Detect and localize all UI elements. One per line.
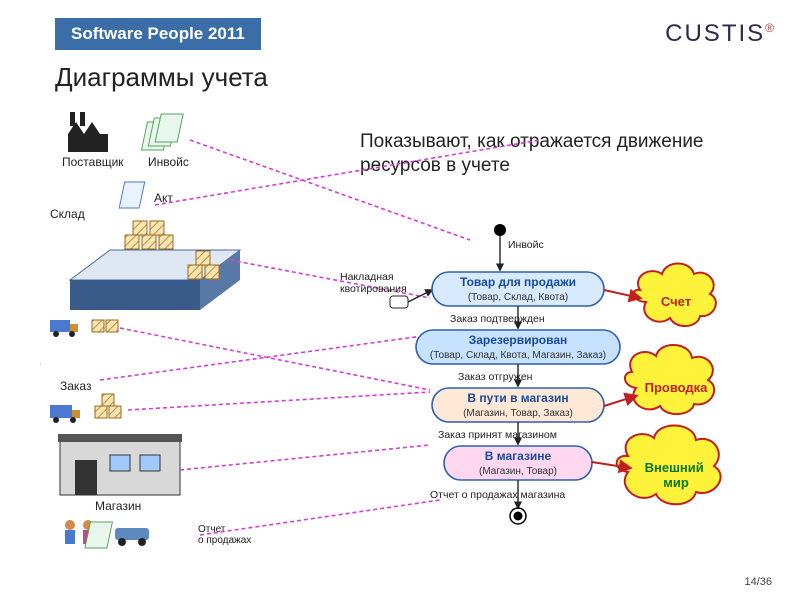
supplier-icon <box>68 112 108 152</box>
svg-text:Накладная квотирования: Накладная квотирования <box>340 271 407 295</box>
svg-text:Заказ подтвержден: Заказ подтвержден <box>450 313 545 325</box>
svg-text:(Товар, Склад, Квота): (Товар, Склад, Квота) <box>468 292 568 303</box>
warehouse-label: Склад <box>50 207 85 221</box>
store-label: Магазин <box>95 499 141 513</box>
svg-text:(Магазин, Товар): (Магазин, Товар) <box>479 466 557 477</box>
svg-text:Отчет о продажах магазина: Отчет о продажах магазина <box>430 489 565 501</box>
svg-text:Товар для продажи: Товар для продажи <box>460 275 576 289</box>
svg-text:(Товар, Склад, Квота, Магазин,: (Товар, Склад, Квота, Магазин, Заказ) <box>430 350 606 361</box>
svg-text:Заказ принят магазином: Заказ принят магазином <box>438 429 557 441</box>
cloud-проводка: Проводка <box>604 345 714 414</box>
warehouse-icon <box>70 221 240 310</box>
cloud-счет: Счет <box>604 264 716 327</box>
act-icon <box>119 182 145 208</box>
truck-icon <box>50 405 80 423</box>
svg-text:В пути в магазин: В пути в магазин <box>467 391 568 405</box>
svg-text:Счет: Счет <box>661 294 691 309</box>
cloud-внешний-мир: Внешний мир <box>592 425 721 504</box>
state-flow: Инвойс Накладная квотирования Товар для … <box>340 224 620 524</box>
svg-text:Заказ отгружен: Заказ отгружен <box>458 371 533 383</box>
truck-icon <box>50 320 78 337</box>
invoice-icon <box>141 114 183 150</box>
supplier-label: Поставщик <box>62 155 124 169</box>
svg-text:(Магазин, Товар, Заказ): (Магазин, Товар, Заказ) <box>463 408 573 419</box>
conference-banner: Software People 2011 <box>55 18 261 50</box>
custis-logo: CUSTIS® <box>665 20 776 48</box>
sales-report-label: Отчет о продажах <box>198 524 251 546</box>
svg-text:Инвойс: Инвойс <box>508 239 544 251</box>
store-icon <box>58 434 182 495</box>
svg-text:Проводка: Проводка <box>645 380 709 395</box>
slide-title: Диаграммы учета <box>55 62 268 93</box>
svg-text:Зарезервирован: Зарезервирован <box>469 333 568 347</box>
accounting-diagram: Поставщик Инвойс Акт Склад <box>40 110 760 580</box>
car-icon <box>115 528 149 546</box>
svg-text:В магазине: В магазине <box>485 449 552 463</box>
invoice-label: Инвойс <box>148 155 189 169</box>
order-label: Заказ <box>60 379 92 393</box>
